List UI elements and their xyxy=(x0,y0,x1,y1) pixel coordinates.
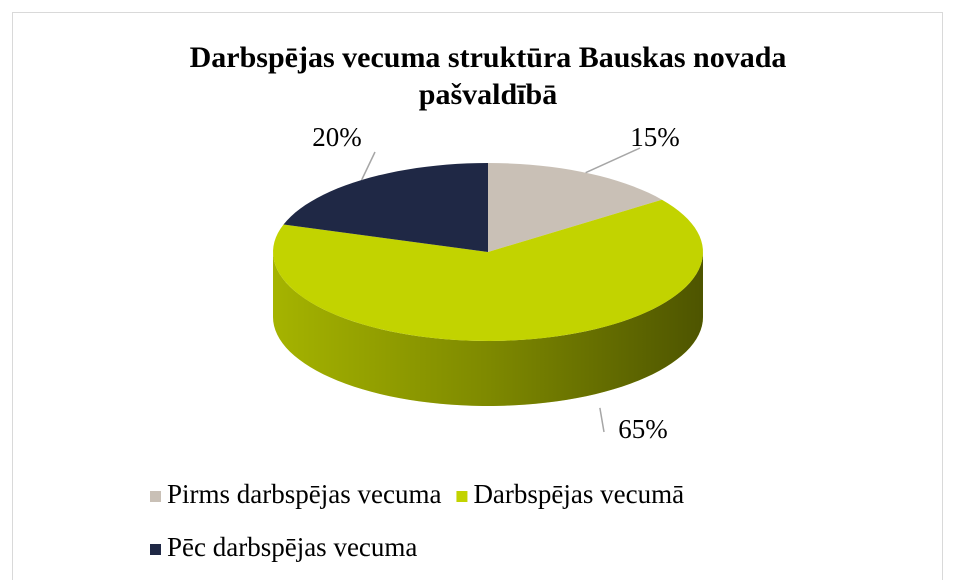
legend-item: Pēc darbspējas vecuma xyxy=(150,532,417,562)
leader-line xyxy=(360,151,376,181)
data-label: 65% xyxy=(618,414,668,444)
legend-label: Pēc darbspējas vecuma xyxy=(167,532,417,562)
chart-title: Darbspējas vecuma struktūra Bauskas nova… xyxy=(190,41,787,111)
slice xyxy=(273,199,703,341)
legend-item: Pirms darbspējas vecuma xyxy=(150,479,441,509)
legend-label: Darbspējas vecumā xyxy=(473,479,684,509)
leader-line xyxy=(585,147,641,174)
legend-item: Darbspējas vecumā xyxy=(456,479,684,509)
leader-line xyxy=(599,407,605,433)
data-label: 20% xyxy=(312,122,362,152)
slice xyxy=(283,163,488,252)
slice xyxy=(488,163,662,252)
legend-swatch xyxy=(150,491,161,502)
data-label: 15% xyxy=(630,122,680,152)
legend-label: Pirms darbspējas vecuma xyxy=(167,479,441,509)
slice-side-shade xyxy=(273,252,703,406)
legend-swatch xyxy=(150,544,161,555)
legend-swatch xyxy=(456,491,468,502)
